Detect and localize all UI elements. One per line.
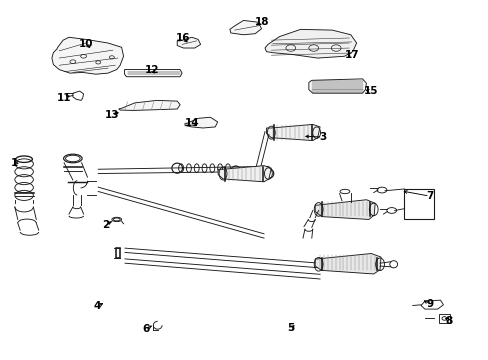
Text: 10: 10 [79,39,93,49]
Polygon shape [184,117,217,128]
Polygon shape [229,21,261,35]
Text: 13: 13 [104,111,119,121]
Polygon shape [266,125,320,140]
Text: 11: 11 [57,93,71,103]
Text: 17: 17 [344,50,358,60]
Text: 7: 7 [425,191,432,201]
Polygon shape [315,253,380,274]
Text: 6: 6 [142,324,149,334]
Text: 15: 15 [363,86,378,96]
Polygon shape [308,79,366,93]
Text: 5: 5 [287,323,294,333]
Polygon shape [264,30,356,58]
Polygon shape [315,200,374,220]
Polygon shape [119,100,180,111]
Polygon shape [218,166,271,182]
Text: 8: 8 [445,316,452,325]
Text: 9: 9 [426,299,432,309]
Polygon shape [124,69,182,77]
Text: 3: 3 [318,132,325,142]
Text: 1: 1 [11,158,18,168]
Text: 2: 2 [102,220,109,230]
Bar [438,314,449,323]
Polygon shape [177,37,200,48]
Text: 16: 16 [176,33,190,43]
Text: 14: 14 [184,118,199,128]
Polygon shape [52,37,123,74]
Text: 18: 18 [255,17,269,27]
Text: 4: 4 [93,301,101,311]
Bar [404,189,433,220]
Text: 12: 12 [144,64,159,75]
Bar [116,248,120,258]
